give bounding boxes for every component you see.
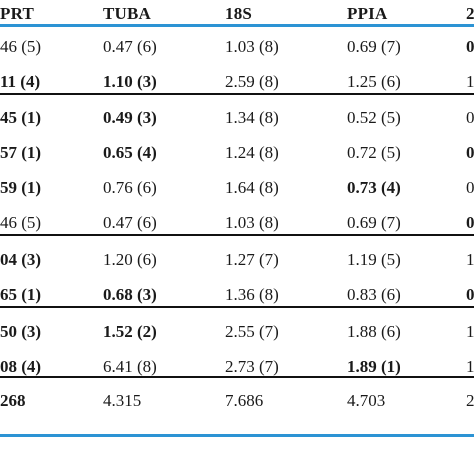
table-cell: 1.03 (8) [225, 37, 279, 56]
table-cell: 11 (4) [0, 72, 41, 91]
table-cell: 0.72 (5) [347, 143, 401, 162]
table-cell: 1.24 (8) [225, 143, 279, 162]
table-cell: 2 [466, 391, 474, 410]
table-cell: 0.83 (6) [347, 285, 401, 304]
table-cell: 0 [466, 285, 474, 304]
table-cell: 0 [466, 37, 474, 56]
table-cell: 50 (3) [0, 322, 42, 341]
table-cell: 1.88 (6) [347, 322, 401, 341]
column-header: 18S [225, 4, 253, 23]
section-divider [0, 234, 474, 236]
table-row: 50 (3) 1.52 (2) 2.55 (7) 1.88 (6) 1 [0, 322, 474, 358]
column-header: 2 [466, 4, 474, 23]
table-row: 08 (4) 6.41 (8) 2.73 (7) 1.89 (1) 1 [0, 357, 474, 393]
table-cell: 0 [466, 178, 474, 197]
table-cell: 1.03 (8) [225, 213, 279, 232]
column-header: TUBA [103, 4, 152, 23]
table-cell: 08 (4) [0, 357, 42, 376]
table-cell: 1.64 (8) [225, 178, 279, 197]
table-cell: 1.25 (6) [347, 72, 401, 91]
table-cell: 0.47 (6) [103, 37, 157, 56]
table-cell: 0.69 (7) [347, 37, 401, 56]
table-cell: 1.34 (8) [225, 108, 279, 127]
table-cell: 1 [466, 250, 474, 269]
table-cell: 4.703 [347, 391, 386, 410]
table-row: 57 (1) 0.65 (4) 1.24 (8) 0.72 (5) 0 [0, 143, 474, 179]
table-row: 45 (1) 0.49 (3) 1.34 (8) 0.52 (5) 0 [0, 108, 474, 144]
table-row: 65 (1) 0.68 (3) 1.36 (8) 0.83 (6) 0 [0, 285, 474, 321]
table-cell: 59 (1) [0, 178, 42, 197]
table-cell: 0.68 (3) [103, 285, 157, 304]
table-cell: 2.55 (7) [225, 322, 279, 341]
table-cell: 1.19 (5) [347, 250, 401, 269]
table-row: 46 (5) 0.47 (6) 1.03 (8) 0.69 (7) 0 [0, 213, 474, 249]
bottom-rule [0, 434, 474, 437]
table-cell: 6.41 (8) [103, 357, 157, 376]
table-cell: 1 [466, 72, 474, 91]
table-cell: 45 (1) [0, 108, 42, 127]
table-cell: 1 [466, 322, 474, 341]
table-cell: 46 (5) [0, 37, 42, 56]
table-cell: 65 (1) [0, 285, 42, 304]
table-cell: 1.20 (6) [103, 250, 157, 269]
table-row: 46 (5) 0.47 (6) 1.03 (8) 0.69 (7) 0 [0, 37, 474, 73]
table-cell: 0.73 (4) [347, 178, 401, 197]
table-cell: 0.76 (6) [103, 178, 157, 197]
header-rule [0, 24, 474, 27]
table-cell: 04 (3) [0, 250, 42, 269]
table-row: 268 4.315 7.686 4.703 2 [0, 391, 474, 427]
table-cell: 1.52 (2) [103, 322, 157, 341]
table-cell: 0 [466, 108, 474, 127]
section-divider [0, 93, 474, 95]
table-cell: 0.49 (3) [103, 108, 157, 127]
table-cell: 0.47 (6) [103, 213, 157, 232]
table-cell: 0.69 (7) [347, 213, 401, 232]
table-cell: 0 [466, 213, 474, 232]
table-cell: 1.36 (8) [225, 285, 279, 304]
column-header: PRT [0, 4, 35, 23]
table-cell: 268 [0, 391, 26, 410]
table-cell: 1.89 (1) [347, 357, 401, 376]
table-header: PRT TUBA 18S PPIA 2 [0, 0, 474, 34]
table-cell: 0.52 (5) [347, 108, 401, 127]
section-divider [0, 306, 474, 308]
table-cell: 0 [466, 143, 474, 162]
table-cell: 0.65 (4) [103, 143, 157, 162]
table-cell: 46 (5) [0, 213, 42, 232]
table-cell: 2.73 (7) [225, 357, 279, 376]
totals-divider [0, 376, 474, 378]
column-header: PPIA [347, 4, 388, 23]
table-cell: 57 (1) [0, 143, 42, 162]
table-row: 59 (1) 0.76 (6) 1.64 (8) 0.73 (4) 0 [0, 178, 474, 214]
table-row: 11 (4) 1.10 (3) 2.59 (8) 1.25 (6) 1 [0, 72, 474, 108]
table-cell: 2.59 (8) [225, 72, 279, 91]
table-cell: 1 [466, 357, 474, 376]
table-cell: 7.686 [225, 391, 264, 410]
table-row: 04 (3) 1.20 (6) 1.27 (7) 1.19 (5) 1 [0, 250, 474, 286]
table-cell: 1.10 (3) [103, 72, 157, 91]
table-cell: 1.27 (7) [225, 250, 279, 269]
table-cell: 4.315 [103, 391, 142, 410]
